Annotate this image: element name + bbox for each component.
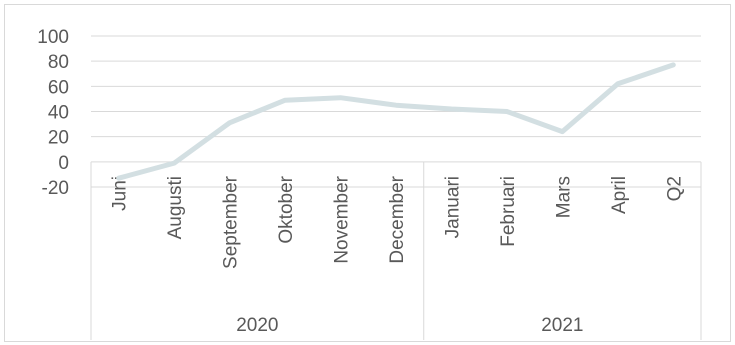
x-category-label: Oktober	[276, 175, 297, 243]
y-tick-label: 80	[48, 52, 69, 73]
x-category-label: Augusti	[165, 176, 186, 239]
x-category-label: December	[387, 175, 408, 263]
x-category-label: Januari	[442, 176, 463, 238]
x-category-label: November	[332, 175, 353, 263]
y-tick-label: -20	[42, 178, 69, 199]
x-axis-group-labels: 2020 2021	[236, 315, 583, 336]
x-category-label: Februari	[498, 176, 519, 247]
x-category-label: September	[221, 175, 242, 269]
x-group-label: 2021	[541, 315, 583, 336]
x-category-label: April	[609, 176, 630, 214]
y-tick-label: 20	[48, 128, 69, 149]
chart-frame	[4, 4, 731, 342]
x-group-label: 2020	[236, 315, 278, 336]
y-tick-label: 100	[37, 27, 69, 48]
x-axis-category-labels: Juni Augusti September Oktober November Decem…	[110, 175, 686, 269]
gridlines	[91, 35, 701, 188]
x-category-label: Q2	[664, 176, 685, 201]
y-tick-label: 0	[58, 153, 69, 174]
series-line	[116, 62, 676, 181]
y-axis-tick-labels: -20 0 20 40 60 80 100	[37, 27, 69, 199]
x-category-label: Juni	[110, 176, 131, 211]
y-tick-label: 40	[48, 103, 69, 124]
x-axis	[90, 161, 702, 340]
y-tick-label: 60	[48, 77, 69, 98]
series-lines	[116, 62, 676, 181]
x-category-label: Mars	[553, 176, 574, 218]
